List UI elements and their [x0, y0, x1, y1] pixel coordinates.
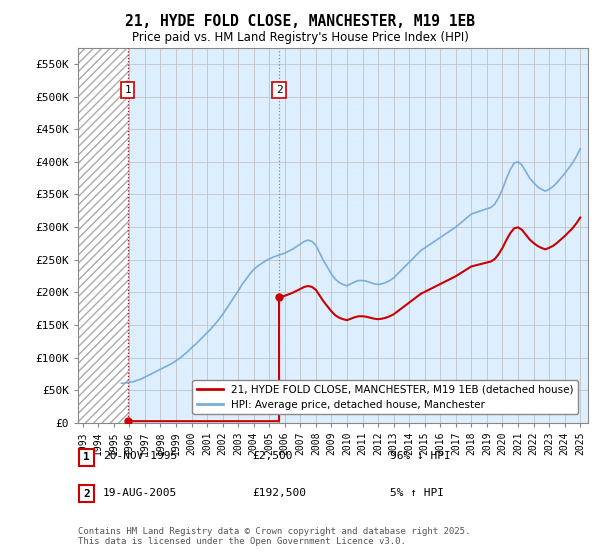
Legend: 21, HYDE FOLD CLOSE, MANCHESTER, M19 1EB (detached house), HPI: Average price, d: 21, HYDE FOLD CLOSE, MANCHESTER, M19 1EB… — [193, 380, 578, 414]
Text: Contains HM Land Registry data © Crown copyright and database right 2025.
This d: Contains HM Land Registry data © Crown c… — [78, 526, 470, 546]
Text: 19-AUG-2005: 19-AUG-2005 — [103, 488, 178, 498]
Text: 5% ↑ HPI: 5% ↑ HPI — [390, 488, 444, 498]
Bar — [78, 48, 128, 423]
Text: 1: 1 — [83, 452, 90, 462]
Text: £2,500: £2,500 — [252, 451, 293, 461]
Text: 2: 2 — [275, 85, 283, 95]
Text: £192,500: £192,500 — [252, 488, 306, 498]
Text: 1: 1 — [124, 85, 131, 95]
Text: 21, HYDE FOLD CLOSE, MANCHESTER, M19 1EB: 21, HYDE FOLD CLOSE, MANCHESTER, M19 1EB — [125, 14, 475, 29]
Text: 96% ↓ HPI: 96% ↓ HPI — [390, 451, 451, 461]
Text: 2: 2 — [83, 489, 90, 498]
FancyBboxPatch shape — [79, 449, 94, 465]
Text: Price paid vs. HM Land Registry's House Price Index (HPI): Price paid vs. HM Land Registry's House … — [131, 31, 469, 44]
Text: 20-NOV-1995: 20-NOV-1995 — [103, 451, 178, 461]
FancyBboxPatch shape — [79, 486, 94, 502]
